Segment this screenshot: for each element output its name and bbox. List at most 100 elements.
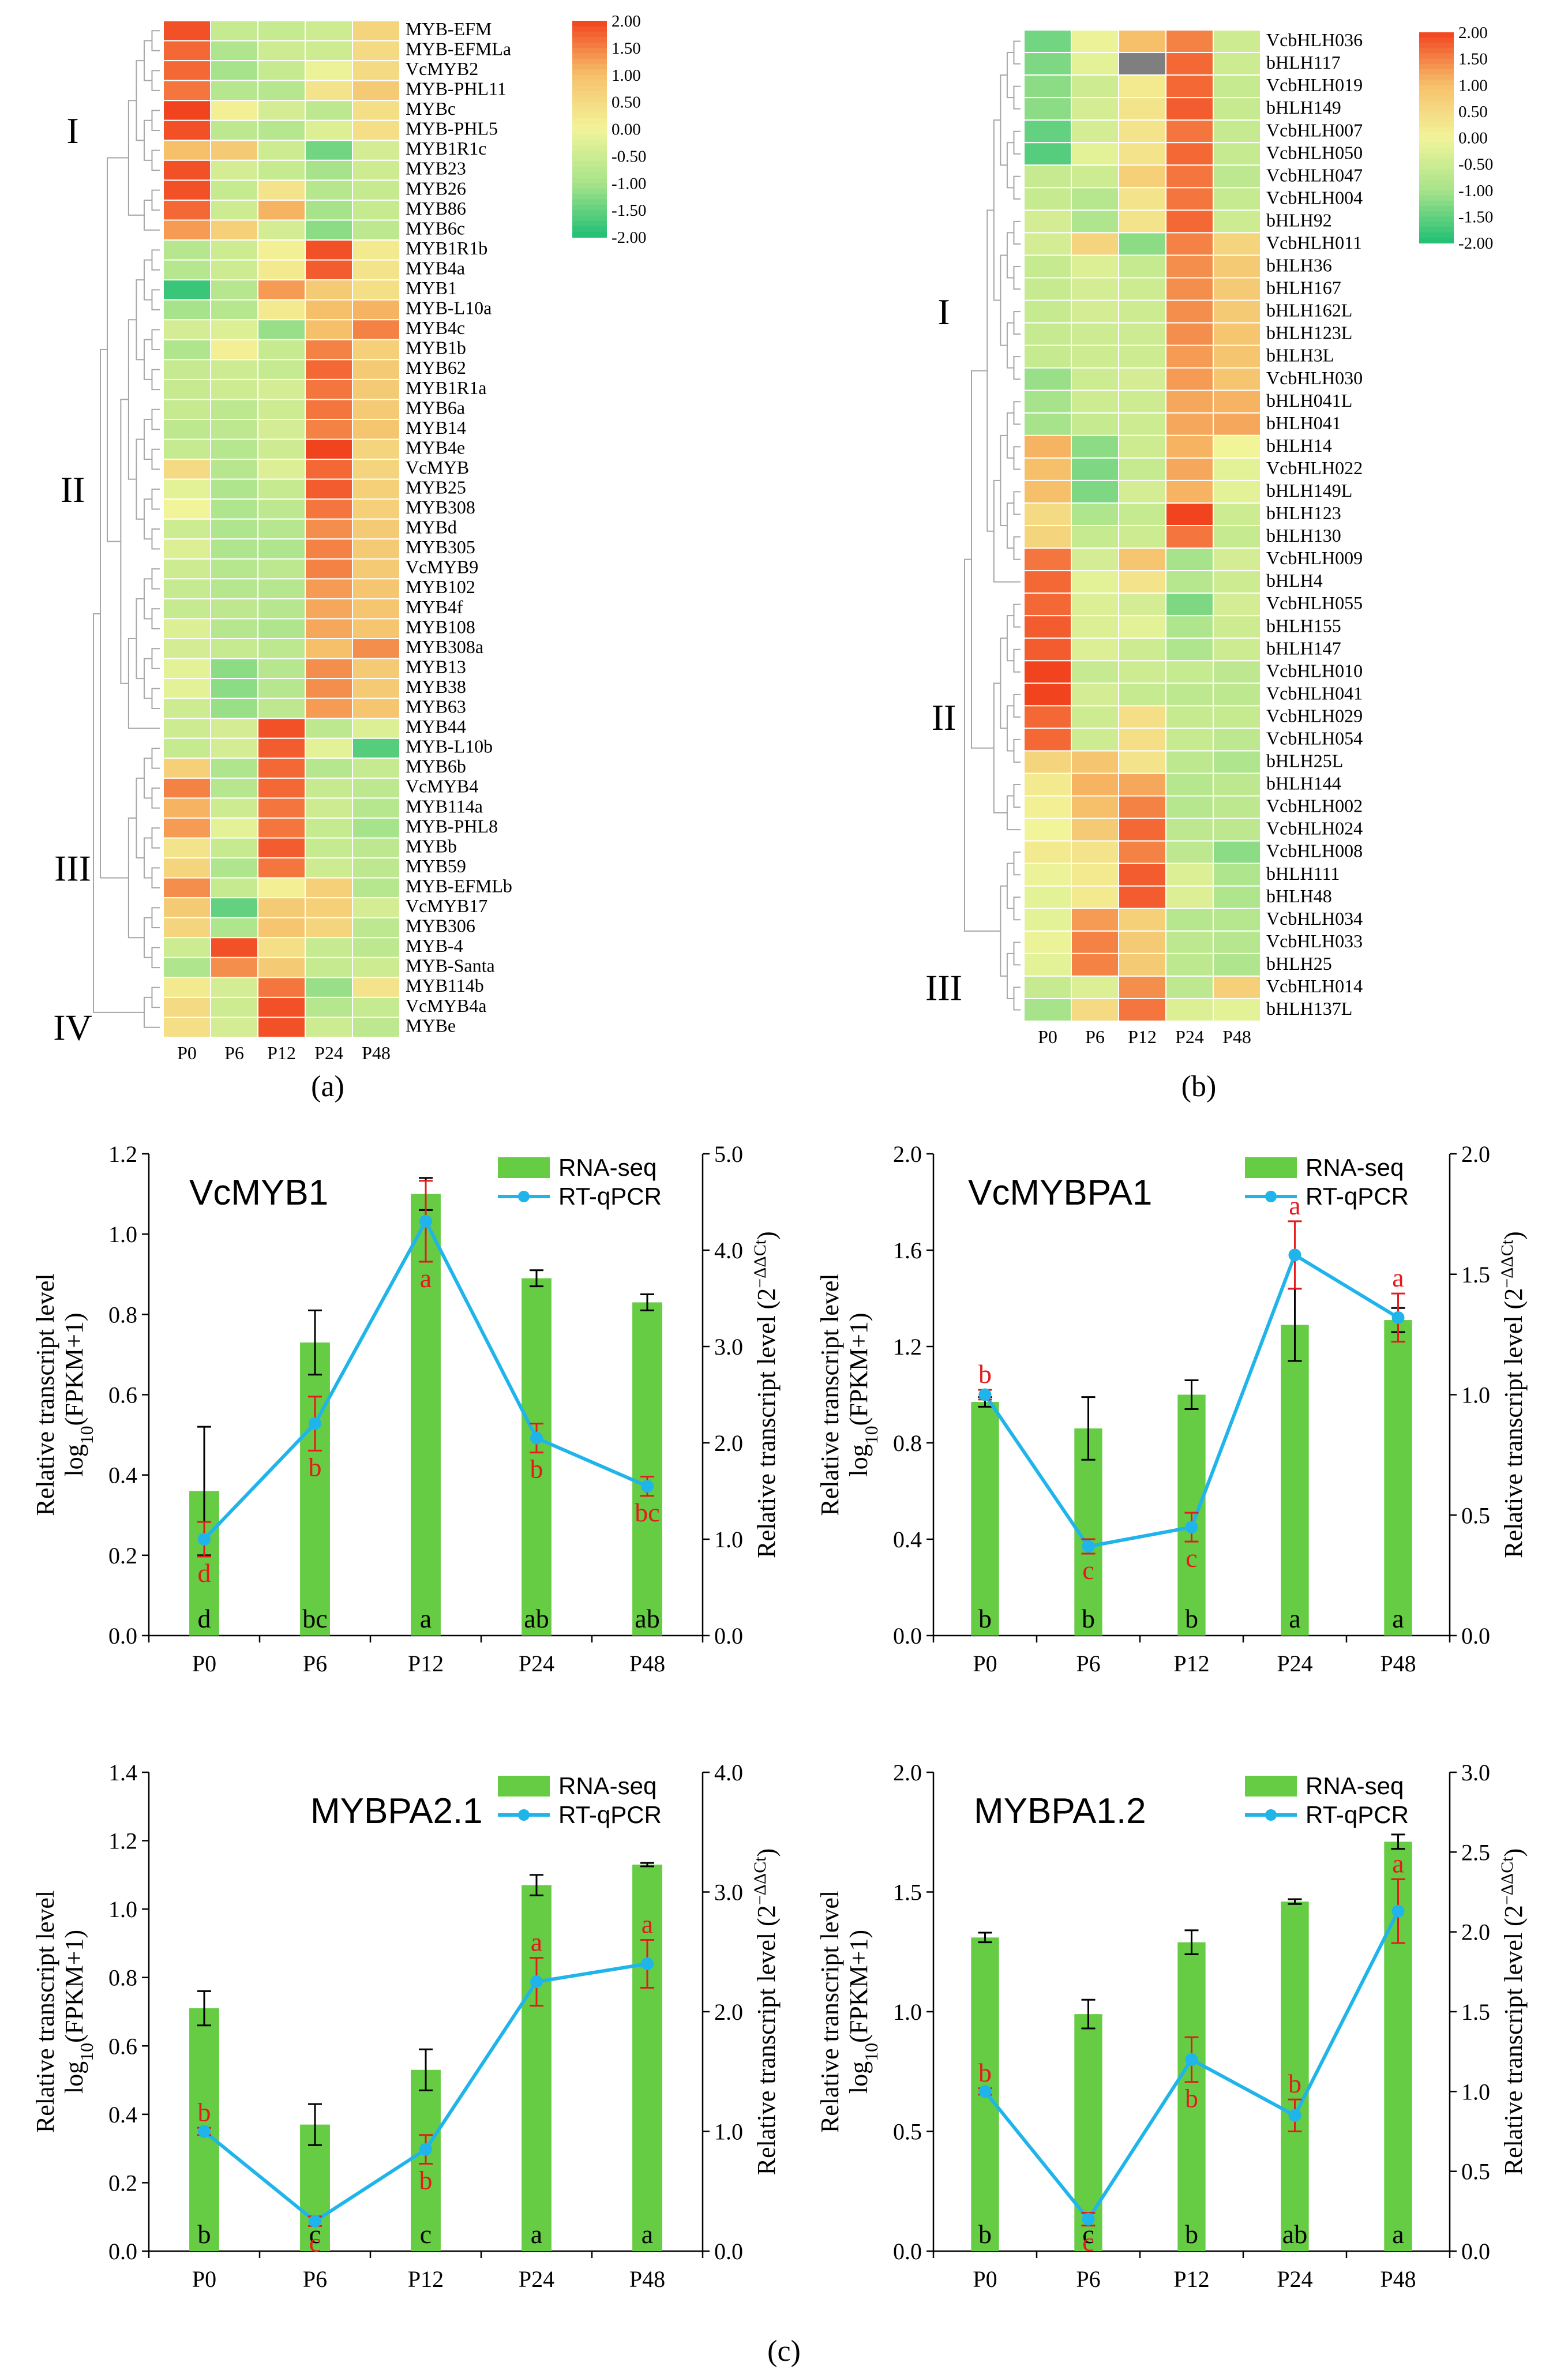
heatmap-cell — [210, 797, 258, 819]
heatmap-cell — [1071, 434, 1119, 459]
heatmap-row-label: bHLH155 — [1266, 615, 1341, 636]
rt-qpcr-significance-letter: a — [531, 1927, 542, 1957]
heatmap-cell — [257, 319, 306, 340]
heatmap-cell — [210, 897, 258, 918]
heatmap-cell — [1071, 727, 1119, 752]
heatmap-row-label: MYB114a — [406, 796, 483, 816]
heatmap-cell — [1071, 862, 1119, 887]
left-axis-label-line1: Relative transcript level — [816, 1891, 844, 2133]
left-tick-label: 0.0 — [108, 2238, 137, 2264]
heatmap-cell — [305, 20, 353, 42]
heatmap-cell — [163, 518, 211, 540]
x-tick-label: P12 — [1173, 1651, 1209, 1677]
heatmap-cell — [352, 618, 400, 640]
heatmap-cell — [257, 199, 306, 221]
color-scale-segment — [572, 199, 607, 205]
heatmap-cell — [257, 478, 306, 500]
caption-b: (b) — [1181, 1070, 1217, 1103]
color-scale-segment — [1419, 137, 1454, 144]
heatmap-cell — [305, 618, 353, 640]
heatmap-cell — [257, 857, 306, 879]
dendrogram-branch — [143, 259, 152, 301]
heatmap-cell — [1023, 997, 1072, 1022]
left-tick-label: 2.0 — [893, 1760, 922, 1786]
heatmap-cell — [352, 877, 400, 899]
heatmap-cell — [163, 119, 211, 141]
color-scale-segment — [572, 42, 607, 48]
x-tick-label: P12 — [1173, 2266, 1209, 2292]
right-tick-label: 0.0 — [1461, 2238, 1490, 2264]
heatmap-cell — [1165, 885, 1214, 909]
dendrogram-branch — [151, 488, 160, 510]
color-scale-segment — [1419, 142, 1454, 149]
left-axis-label-line1: Relative transcript level — [31, 1891, 59, 2133]
dendrogram-branch — [1013, 536, 1021, 560]
color-scale-segment — [572, 156, 607, 162]
heatmap-row-label: MYBc — [406, 98, 456, 119]
heatmap-cell — [305, 737, 353, 759]
heatmap-cell — [1165, 570, 1214, 594]
heatmap-cell — [1118, 232, 1166, 256]
heatmap-cell — [257, 578, 306, 599]
color-scale-segment — [1419, 117, 1454, 123]
dendrogram-branch — [1006, 952, 1014, 999]
cluster-label: II — [61, 469, 85, 510]
rt-qpcr-point — [641, 1480, 654, 1493]
right-tick-label: 1.0 — [714, 1527, 743, 1552]
dendrogram-branch — [143, 658, 152, 699]
x-tick-label: P6 — [303, 2266, 327, 2292]
heatmap-cell — [210, 20, 258, 42]
heatmap-cell — [1023, 142, 1072, 166]
dendrogram-branch — [151, 867, 160, 888]
heatmap-row-label: MYB4c — [406, 317, 465, 338]
heatmap-row-label: MYB308a — [406, 636, 483, 657]
color-scale-segment — [572, 102, 607, 108]
dendrogram-branch — [151, 987, 160, 1008]
chart-mybpa2-1: 0.0 0.2 0.4 0.6 0.8 1.0 1.2 1.4 0.0 1.0 2.0 3.0 4.0 P… — [31, 1760, 781, 2292]
rna-seq-significance-letter: d — [198, 1604, 211, 1633]
heatmap-row-label: VcbHLH002 — [1266, 796, 1363, 816]
rna-seq-significance-letter: c — [420, 2219, 432, 2249]
heatmap-cell — [1071, 570, 1119, 594]
left-tick-label: 1.2 — [108, 1828, 137, 1854]
heatmap-cell — [163, 359, 211, 380]
heatmap-cell — [305, 937, 353, 958]
heatmap-cell — [1213, 750, 1261, 774]
dendrogram — [93, 30, 160, 1028]
heatmap-row-label: VcbHLH030 — [1266, 367, 1363, 388]
heatmap-cell — [1118, 547, 1166, 572]
rna-seq-bar — [300, 1342, 330, 1636]
heatmap-cell — [257, 618, 306, 640]
color-scale-tick: -1.00 — [1458, 182, 1493, 200]
heatmap-cell — [163, 817, 211, 839]
heatmap-cell — [1118, 570, 1166, 594]
heatmap-row-label: bHLH111 — [1266, 863, 1340, 884]
heatmap-row-label: MYB1 — [406, 277, 457, 298]
heatmap-cell — [163, 299, 211, 321]
heatmap-cell — [1118, 367, 1166, 391]
dendrogram-branch — [151, 827, 160, 849]
heatmap-cell — [163, 40, 211, 62]
heatmap-column-label: P0 — [1038, 1026, 1057, 1047]
heatmap-cell — [1165, 412, 1214, 436]
heatmap-cell — [163, 658, 211, 680]
rt-qpcr-point — [419, 2143, 432, 2156]
heatmap-cell — [257, 678, 306, 699]
heatmap-row-label: bHLH041L — [1266, 390, 1352, 411]
heatmap-cell — [210, 60, 258, 81]
rt-qpcr-point — [1288, 2109, 1301, 2122]
color-scale-segment — [1419, 53, 1454, 59]
left-tick-label: 2.0 — [893, 1141, 922, 1167]
heatmap-cell — [1118, 817, 1166, 842]
heatmap-cell — [305, 817, 353, 839]
heatmap-cell — [1071, 772, 1119, 797]
heatmap-cell — [163, 678, 211, 699]
heatmap-cell — [210, 140, 258, 161]
rna-seq-significance-letter: b — [1185, 1604, 1198, 1633]
dendrogram-branch — [1013, 175, 1021, 200]
color-scale-segment — [572, 26, 607, 32]
chart-title: MYBPA2.1 — [310, 1791, 483, 1831]
color-scale-segment — [572, 161, 607, 168]
heatmap-row-label: bHLH147 — [1266, 637, 1341, 658]
chart-title: VcMYBPA1 — [968, 1173, 1152, 1213]
